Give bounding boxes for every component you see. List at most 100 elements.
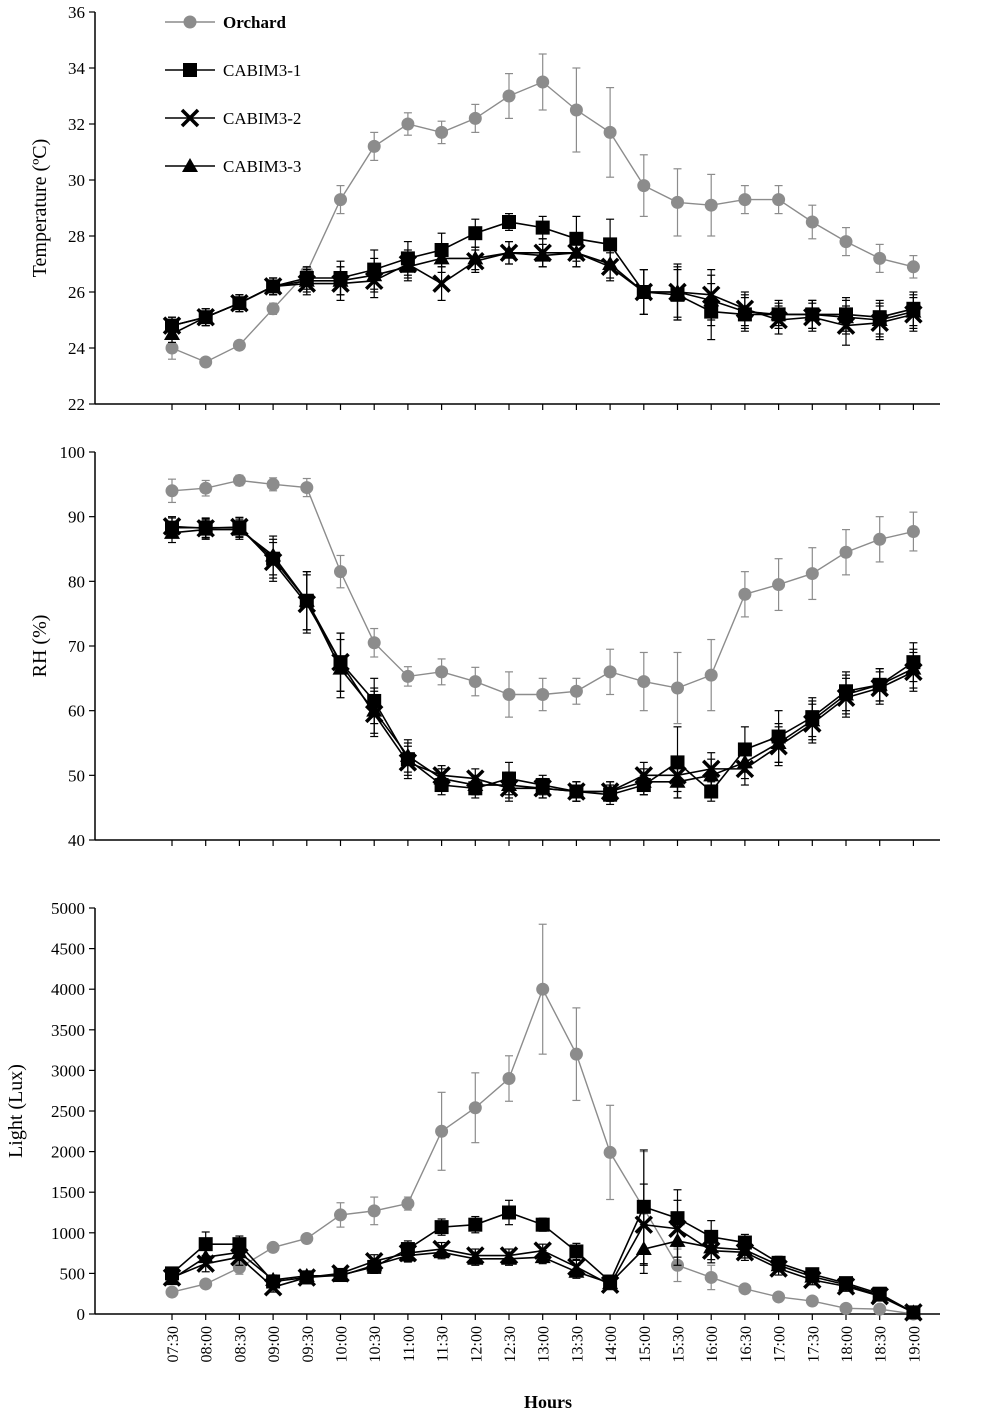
data-point bbox=[300, 481, 314, 495]
y-tick-label: 24 bbox=[68, 339, 86, 358]
data-point bbox=[266, 477, 280, 491]
data-point bbox=[165, 341, 179, 355]
data-point bbox=[433, 770, 450, 785]
data-point bbox=[502, 688, 516, 701]
series-cabim3-3 bbox=[164, 1215, 922, 1319]
data-point bbox=[871, 312, 888, 326]
data-point bbox=[804, 1268, 821, 1283]
data-point bbox=[871, 676, 888, 691]
x-tick-label: 17:30 bbox=[805, 1326, 822, 1362]
data-point bbox=[603, 1145, 617, 1159]
y-tick-label: 36 bbox=[68, 3, 85, 22]
data-point bbox=[232, 338, 246, 352]
legend-label: CABIM3-3 bbox=[223, 157, 301, 176]
y-tick-label: 22 bbox=[68, 395, 85, 414]
legend-marker bbox=[182, 158, 198, 172]
data-point bbox=[199, 1277, 213, 1291]
y-tick-label: 28 bbox=[68, 227, 85, 246]
x-tick-label: 17:00 bbox=[772, 1326, 789, 1362]
x-tick-label: 16:00 bbox=[704, 1326, 721, 1362]
data-point bbox=[334, 193, 347, 207]
x-tick-label: 16:30 bbox=[738, 1326, 755, 1362]
data-point bbox=[366, 702, 383, 717]
data-point bbox=[536, 982, 550, 996]
legend-marker bbox=[183, 63, 197, 77]
data-point bbox=[199, 481, 213, 495]
y-tick-label: 2000 bbox=[51, 1143, 85, 1162]
y-tick-label: 60 bbox=[68, 702, 85, 721]
y-tick-label: 40 bbox=[68, 831, 85, 850]
legend-entry: Orchard bbox=[165, 13, 287, 32]
x-tick-label: 15:30 bbox=[671, 1326, 688, 1362]
data-point bbox=[332, 1267, 349, 1282]
data-point bbox=[637, 179, 651, 193]
data-point bbox=[265, 547, 282, 562]
data-point bbox=[568, 244, 585, 259]
data-point bbox=[366, 1257, 383, 1272]
data-point bbox=[501, 1250, 517, 1265]
data-point bbox=[906, 260, 920, 274]
x-tick-label: 10:00 bbox=[334, 1326, 351, 1362]
data-point bbox=[435, 1124, 449, 1138]
data-point bbox=[198, 1237, 213, 1252]
data-point bbox=[805, 567, 819, 581]
y-tick-label: 100 bbox=[60, 443, 86, 462]
data-point bbox=[770, 1257, 787, 1272]
data-point bbox=[298, 592, 315, 607]
data-point bbox=[231, 521, 248, 536]
data-point bbox=[703, 292, 720, 307]
x-tick-label: 11:30 bbox=[435, 1326, 452, 1362]
data-point bbox=[501, 777, 517, 792]
data-point bbox=[738, 193, 752, 207]
data-point bbox=[736, 1241, 753, 1256]
series-line bbox=[171, 479, 914, 696]
x-tick-label: 09:00 bbox=[266, 1326, 283, 1362]
data-point bbox=[603, 237, 618, 252]
data-point bbox=[332, 660, 349, 675]
data-point bbox=[838, 686, 854, 701]
data-point bbox=[772, 578, 786, 592]
data-point bbox=[603, 125, 617, 139]
data-point bbox=[536, 688, 550, 701]
y-axis-label: Light (Lux) bbox=[5, 1064, 27, 1158]
x-tick-label: 11:00 bbox=[401, 1326, 418, 1362]
x-tick-label: 13:00 bbox=[536, 1326, 553, 1362]
data-point bbox=[231, 295, 248, 310]
data-point bbox=[738, 587, 752, 601]
data-point bbox=[635, 284, 652, 298]
series-cabim3-3 bbox=[164, 238, 922, 343]
panel-2: 40 50 60 70 80 90 100 RH (%) bbox=[29, 443, 940, 850]
data-point bbox=[164, 326, 180, 340]
y-tick-label: 2500 bbox=[51, 1102, 85, 1121]
x-tick-label: 08:00 bbox=[199, 1326, 216, 1362]
y-axis-label: Temperature (ºC) bbox=[29, 139, 51, 278]
data-point bbox=[637, 675, 651, 689]
x-tick-label: 14:00 bbox=[603, 1326, 620, 1362]
x-tick-label: 12:00 bbox=[468, 1326, 485, 1362]
legend-label: Orchard bbox=[223, 13, 287, 32]
data-point bbox=[399, 1247, 416, 1262]
x-axis-label: Hours bbox=[524, 1392, 572, 1412]
data-point bbox=[502, 89, 516, 103]
data-point bbox=[704, 668, 718, 682]
series-cabim3-3 bbox=[164, 519, 922, 802]
data-point bbox=[399, 258, 416, 273]
data-point bbox=[669, 1232, 686, 1247]
data-point bbox=[770, 735, 787, 749]
legend-entry: CABIM3-2 bbox=[165, 108, 301, 128]
data-point bbox=[502, 215, 516, 229]
data-point bbox=[602, 1275, 619, 1290]
data-point bbox=[738, 1282, 752, 1296]
data-point bbox=[536, 75, 550, 89]
data-point bbox=[772, 1290, 786, 1304]
data-point bbox=[199, 355, 213, 369]
panel-3: 0 500 1000 1500 2000 2500 3000 3500 4000 4500 5000… bbox=[5, 899, 940, 1362]
data-point bbox=[164, 1271, 180, 1286]
data-point bbox=[534, 780, 551, 795]
data-point bbox=[569, 1047, 583, 1061]
legend-entry: CABIM3-3 bbox=[165, 157, 301, 176]
data-point bbox=[534, 1249, 551, 1264]
data-point bbox=[906, 525, 920, 539]
data-point bbox=[334, 1208, 347, 1222]
y-tick-label: 0 bbox=[77, 1305, 86, 1324]
